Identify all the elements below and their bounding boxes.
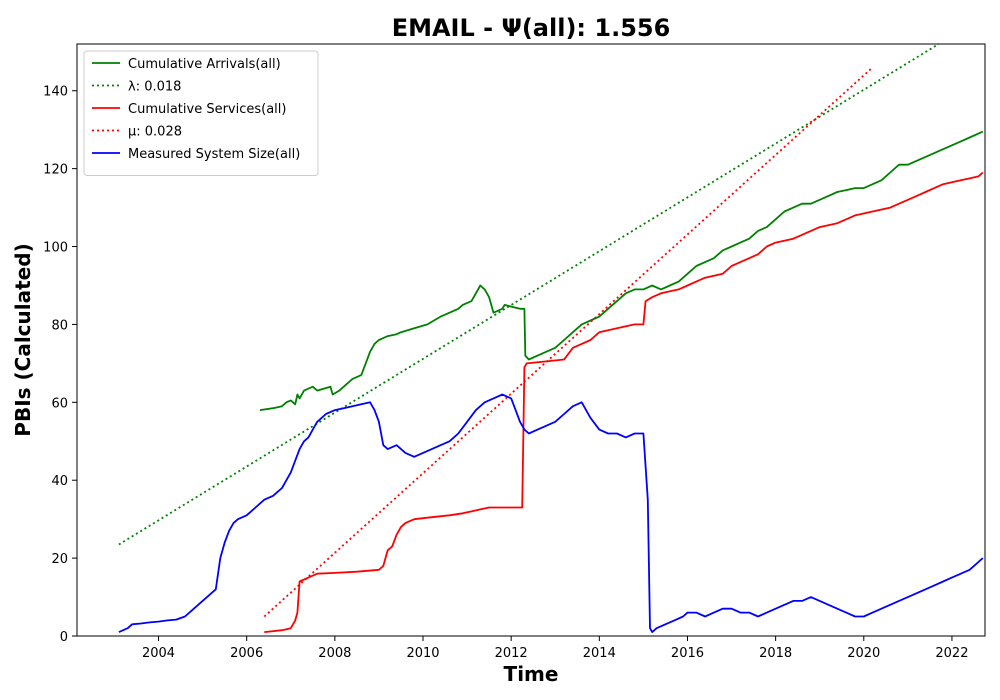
y-tick-label: 120 — [43, 163, 68, 178]
chart-title: EMAIL - Ψ(all): 1.556 — [392, 14, 671, 42]
legend: Cumulative Arrivals(all) λ: 0.018 Cumulati… — [83, 50, 319, 176]
series-line-2 — [264, 171, 984, 633]
legend-label: Cumulative Services(all) — [128, 102, 286, 117]
y-tick-label: 0 — [60, 630, 68, 645]
x-tick-label: 2012 — [495, 646, 528, 661]
axes-frame — [76, 43, 986, 637]
series-line-0 — [259, 130, 984, 411]
y-tick-label: 60 — [51, 396, 68, 411]
x-axis-label: Time — [504, 662, 559, 686]
series-line-4 — [118, 393, 984, 633]
y-tick-label: 100 — [43, 241, 68, 256]
legend-box — [83, 50, 319, 176]
x-tick-label: 2014 — [583, 646, 616, 661]
y-tick-label: 40 — [51, 474, 68, 489]
x-tick-label: 2006 — [230, 646, 263, 661]
x-tick-label: 2008 — [318, 646, 351, 661]
series-line-1 — [118, 43, 940, 546]
legend-label: Measured System Size(all) — [128, 147, 300, 162]
x-tick-label: 2018 — [759, 646, 792, 661]
x-tick-label: 2004 — [142, 646, 175, 661]
y-tick-label: 80 — [51, 318, 68, 333]
x-tick-label: 2020 — [847, 646, 880, 661]
y-axis-label: PBIs (Calculated) — [11, 243, 35, 436]
y-tick-label: 140 — [43, 85, 68, 100]
legend-label: μ: 0.028 — [128, 125, 182, 140]
y-axis: 0 20 40 60 80 100 120 140 — [43, 85, 77, 645]
x-tick-label: 2022 — [935, 646, 968, 661]
legend-label: λ: 0.018 — [128, 80, 181, 95]
legend-label: Cumulative Arrivals(all) — [128, 57, 281, 72]
x-axis: 2004 2006 2008 2010 2012 2014 2016 2018 2020 2022 — [142, 636, 968, 661]
x-tick-label: 2016 — [671, 646, 704, 661]
plot-area — [118, 43, 984, 633]
x-tick-label: 2010 — [406, 646, 439, 661]
series-line-3 — [263, 66, 874, 618]
y-tick-label: 20 — [51, 552, 68, 567]
